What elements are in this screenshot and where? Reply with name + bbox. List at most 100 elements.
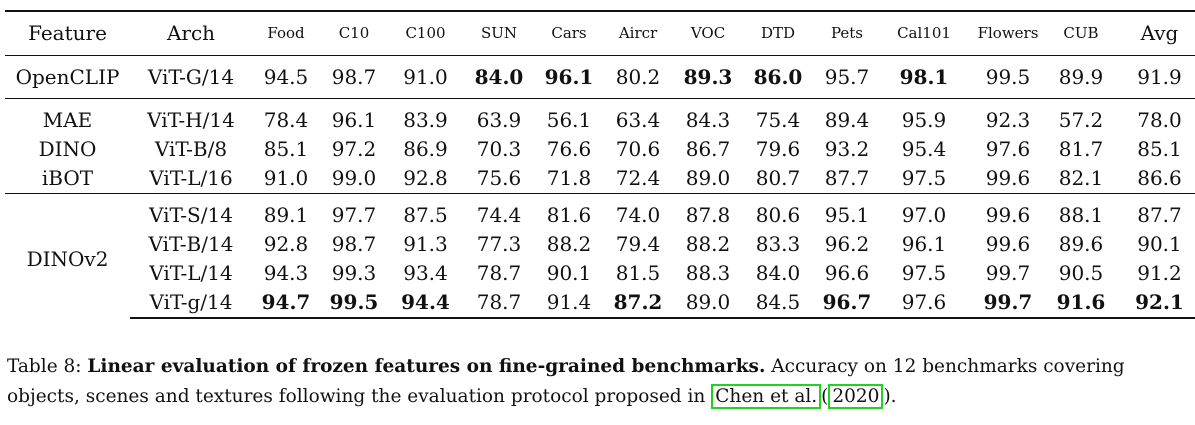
value-cell: 63.9 bbox=[476, 108, 522, 132]
table-group: OpenCLIP ViT-G/14 94.5 98.7 91.0 84.0 96.1 80.2… bbox=[5, 56, 1195, 99]
column-header-pets: Pets bbox=[813, 10, 881, 56]
table-caption: Table 8: Linear evaluation of frozen fea… bbox=[7, 352, 1187, 412]
value-cell: 97.5 bbox=[901, 166, 947, 190]
value-cell: 88.3 bbox=[685, 261, 731, 285]
column-header-cars: Cars bbox=[535, 10, 603, 56]
value-cell: 93.4 bbox=[403, 261, 448, 285]
value-cell: 71.8 bbox=[546, 166, 592, 190]
column-header-cal101: Cal101 bbox=[881, 10, 967, 56]
value-cell: 63.4 bbox=[615, 108, 661, 132]
value-cell: 97.0 bbox=[901, 203, 947, 227]
value-cell: 91.2 bbox=[1137, 261, 1182, 285]
value-cell: 99.7 bbox=[985, 261, 1031, 285]
citation-year-link[interactable]: 2020 bbox=[828, 384, 884, 409]
value-cell: 78.7 bbox=[463, 288, 535, 319]
arch-cell: ViT-B/8 bbox=[154, 137, 228, 161]
value-cell: 96.1 bbox=[331, 108, 377, 132]
value-cell: 88.2 bbox=[685, 232, 731, 256]
value-cell: 75.6 bbox=[476, 166, 522, 190]
value-cell: 90.5 bbox=[1058, 261, 1104, 285]
value-cell: 78.7 bbox=[476, 261, 522, 285]
column-header-c100: C100 bbox=[388, 10, 463, 56]
header-row: Feature Arch Food C10 C100 SUN Cars Aircr VOC DTD… bbox=[5, 10, 1195, 56]
table-row: MAE ViT-H/14 78.4 96.1 83.9 63.9 56.1 63.4 84.3 7… bbox=[5, 98, 1195, 136]
value-cell: 97.5 bbox=[901, 261, 947, 285]
arch-cell: ViT-B/14 bbox=[148, 232, 234, 256]
value-cell: 86.7 bbox=[685, 137, 731, 161]
arch-cell: ViT-H/14 bbox=[147, 108, 235, 132]
column-header-avg: Avg bbox=[1113, 10, 1195, 56]
arch-cell: ViT-G/14 bbox=[147, 65, 235, 89]
value-cell: 95.1 bbox=[824, 203, 870, 227]
value-cell: 97.6 bbox=[985, 137, 1031, 161]
value-cell: 87.5 bbox=[403, 203, 448, 227]
value-cell: 91.0 bbox=[403, 65, 448, 89]
value-cell: 79.6 bbox=[755, 137, 801, 161]
value-cell: 89.4 bbox=[824, 108, 870, 132]
citation-author-link[interactable]: Chen et al. bbox=[711, 384, 822, 409]
value-cell: 91.3 bbox=[403, 232, 448, 256]
value-cell: 83.3 bbox=[755, 232, 801, 256]
value-cell: 92.1 bbox=[1113, 288, 1195, 319]
value-cell: 95.9 bbox=[901, 108, 947, 132]
value-cell: 98.7 bbox=[331, 65, 377, 89]
column-header-food: Food bbox=[252, 10, 320, 56]
value-cell: 98.1 bbox=[899, 65, 949, 89]
value-cell: 85.1 bbox=[263, 137, 309, 161]
value-cell: 74.0 bbox=[615, 203, 661, 227]
table-group: MAE ViT-H/14 78.4 96.1 83.9 63.9 56.1 63.4 84.3 7… bbox=[5, 98, 1195, 194]
value-cell: 87.8 bbox=[685, 203, 731, 227]
feature-cell: DINOv2 bbox=[26, 247, 109, 271]
value-cell: 87.7 bbox=[824, 166, 870, 190]
value-cell: 90.1 bbox=[1137, 232, 1182, 256]
table-row: DINO ViT-B/8 85.1 97.2 86.9 70.3 76.6 70.6 86.7 7… bbox=[5, 135, 1195, 164]
value-cell: 96.2 bbox=[824, 232, 870, 256]
value-cell: 56.1 bbox=[546, 108, 592, 132]
value-cell: 87.2 bbox=[603, 288, 673, 319]
value-cell: 96.6 bbox=[824, 261, 870, 285]
table-group: DINOv2 ViT-S/14 89.1 97.7 87.5 74.4 81.6 74.0 87… bbox=[5, 193, 1195, 319]
value-cell: 99.5 bbox=[320, 288, 388, 319]
value-cell: 81.6 bbox=[546, 203, 592, 227]
citation-open-paren: ( bbox=[821, 386, 829, 407]
value-cell: 94.5 bbox=[263, 65, 309, 89]
value-cell: 92.8 bbox=[403, 166, 448, 190]
value-cell: 81.7 bbox=[1058, 137, 1104, 161]
value-cell: 94.4 bbox=[388, 288, 463, 319]
value-cell: 89.9 bbox=[1058, 65, 1104, 89]
value-cell: 94.3 bbox=[263, 261, 309, 285]
feature-cell: MAE bbox=[42, 108, 93, 132]
value-cell: 97.7 bbox=[331, 203, 377, 227]
value-cell: 99.6 bbox=[985, 166, 1031, 190]
arch-cell: ViT-g/14 bbox=[130, 288, 252, 319]
value-cell: 97.2 bbox=[331, 137, 377, 161]
citation-close-paren: ). bbox=[883, 386, 897, 407]
column-header-feature: Feature bbox=[5, 10, 130, 56]
value-cell: 88.1 bbox=[1058, 203, 1104, 227]
value-cell: 95.4 bbox=[901, 137, 947, 161]
value-cell: 89.3 bbox=[683, 65, 733, 89]
value-cell: 84.5 bbox=[743, 288, 813, 319]
value-cell: 79.4 bbox=[615, 232, 661, 256]
value-cell: 86.6 bbox=[1137, 166, 1182, 190]
value-cell: 99.7 bbox=[967, 288, 1049, 319]
value-cell: 92.3 bbox=[985, 108, 1031, 132]
value-cell: 91.9 bbox=[1137, 65, 1182, 89]
value-cell: 99.0 bbox=[331, 166, 377, 190]
value-cell: 84.3 bbox=[685, 108, 731, 132]
value-cell: 93.2 bbox=[824, 137, 870, 161]
caption-label: Table 8: bbox=[7, 356, 82, 377]
value-cell: 70.3 bbox=[476, 137, 522, 161]
value-cell: 89.0 bbox=[685, 166, 731, 190]
value-cell: 91.0 bbox=[263, 166, 309, 190]
value-cell: 96.1 bbox=[544, 65, 594, 89]
column-header-c10: C10 bbox=[320, 10, 388, 56]
value-cell: 96.7 bbox=[813, 288, 881, 319]
feature-cell: iBOT bbox=[41, 166, 94, 190]
value-cell: 87.7 bbox=[1137, 203, 1182, 227]
value-cell: 75.4 bbox=[755, 108, 801, 132]
column-header-arch: Arch bbox=[130, 10, 252, 56]
table-row: OpenCLIP ViT-G/14 94.5 98.7 91.0 84.0 96.1 80.2… bbox=[5, 56, 1195, 99]
table-row: iBOT ViT-L/16 91.0 99.0 92.8 75.6 71.8 72.4 89.0… bbox=[5, 164, 1195, 194]
results-table: Feature Arch Food C10 C100 SUN Cars Aircr VOC DTD… bbox=[5, 10, 1195, 319]
